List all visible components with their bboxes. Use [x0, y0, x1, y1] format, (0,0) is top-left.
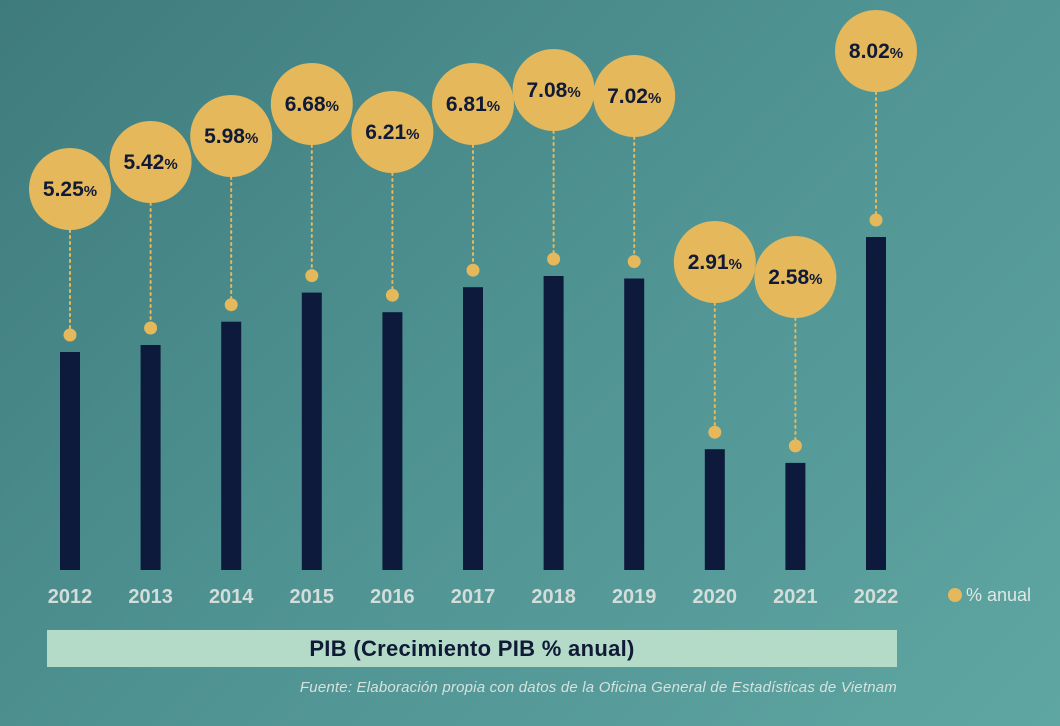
x-tick-2017: 2017 — [451, 586, 496, 608]
value-dot-2021 — [788, 439, 802, 453]
x-tick-2015: 2015 — [290, 586, 335, 608]
x-tick-2022: 2022 — [854, 586, 899, 608]
x-tick-2012: 2012 — [48, 586, 93, 608]
value-label-2012: 5.25% — [43, 178, 97, 201]
value-dot-2015 — [305, 269, 319, 283]
value-dot-2018 — [547, 252, 561, 266]
bar-2018 — [543, 276, 564, 570]
x-axis-labels: 2012 2013 2014 2015 2016 2017 2018 2019 2020 2021… — [48, 586, 899, 608]
value-label-2021: 2.58% — [768, 266, 822, 289]
x-tick-2013: 2013 — [128, 586, 173, 608]
legend: % anual — [948, 585, 1031, 605]
x-tick-2019: 2019 — [612, 586, 657, 608]
bar-2016 — [382, 312, 403, 570]
value-dot-2022 — [869, 213, 883, 227]
value-label-2019: 7.02% — [607, 85, 661, 108]
legend-marker — [948, 588, 962, 602]
bar-2015 — [301, 292, 322, 570]
bar-2017 — [463, 287, 483, 570]
value-label-2018: 7.08% — [526, 79, 580, 102]
value-bubble-2017 — [432, 63, 514, 145]
value-label-2016: 6.21% — [365, 121, 419, 144]
source-note: Fuente: Elaboración propia con datos de … — [299, 679, 897, 696]
value-dot-2019 — [627, 255, 641, 268]
value-bubble-2020 — [673, 221, 756, 303]
value-label-2017: 6.81% — [446, 93, 500, 116]
bar-2019 — [624, 278, 645, 570]
value-bubble-2019 — [593, 55, 676, 137]
bar-2013 — [140, 345, 161, 570]
chart-title: PIB (Crecimiento PIB % anual) — [309, 635, 635, 661]
x-tick-2016: 2016 — [370, 586, 415, 608]
value-label-2013: 5.42% — [123, 151, 177, 174]
x-tick-2020: 2020 — [693, 586, 738, 608]
value-dot-2016 — [385, 288, 399, 302]
bar-2020 — [704, 449, 725, 570]
value-bubble-2013 — [109, 121, 192, 203]
value-dot-2020 — [708, 425, 722, 439]
value-bubbles: 5.25% 5.42% 5.98% 6.68% 6.21% 6.81% 7.08% 7.02%… — [29, 10, 917, 318]
value-bubble-2018 — [512, 49, 595, 131]
value-label-2020: 2.91% — [688, 251, 742, 274]
value-dot-2012 — [63, 328, 77, 342]
value-dot-2017 — [466, 263, 480, 277]
value-dots — [63, 213, 883, 453]
value-label-2022: 8.02% — [849, 40, 903, 63]
bar-2012 — [60, 352, 80, 570]
connector-lines — [69, 91, 877, 441]
value-bubble-2015 — [270, 63, 353, 145]
chart-title-box: PIB (Crecimiento PIB % anual) — [47, 630, 897, 667]
bar-2022 — [866, 237, 886, 570]
bar-2021 — [785, 462, 806, 570]
value-bubble-2021 — [754, 236, 837, 318]
value-label-2015: 6.68% — [285, 93, 339, 116]
value-dot-2013 — [144, 321, 158, 335]
value-bubble-2016 — [351, 91, 434, 173]
legend-label: % anual — [966, 585, 1031, 605]
x-tick-2021: 2021 — [773, 586, 818, 608]
bar-2014 — [221, 321, 242, 570]
x-tick-2014: 2014 — [209, 586, 254, 608]
value-bubble-2012 — [29, 148, 111, 230]
value-bubble-2014 — [190, 95, 273, 177]
value-bubble-2022 — [835, 10, 917, 92]
value-dot-2014 — [224, 298, 238, 312]
bars — [60, 237, 886, 570]
x-tick-2018: 2018 — [531, 586, 576, 608]
value-label-2014: 5.98% — [204, 125, 258, 148]
